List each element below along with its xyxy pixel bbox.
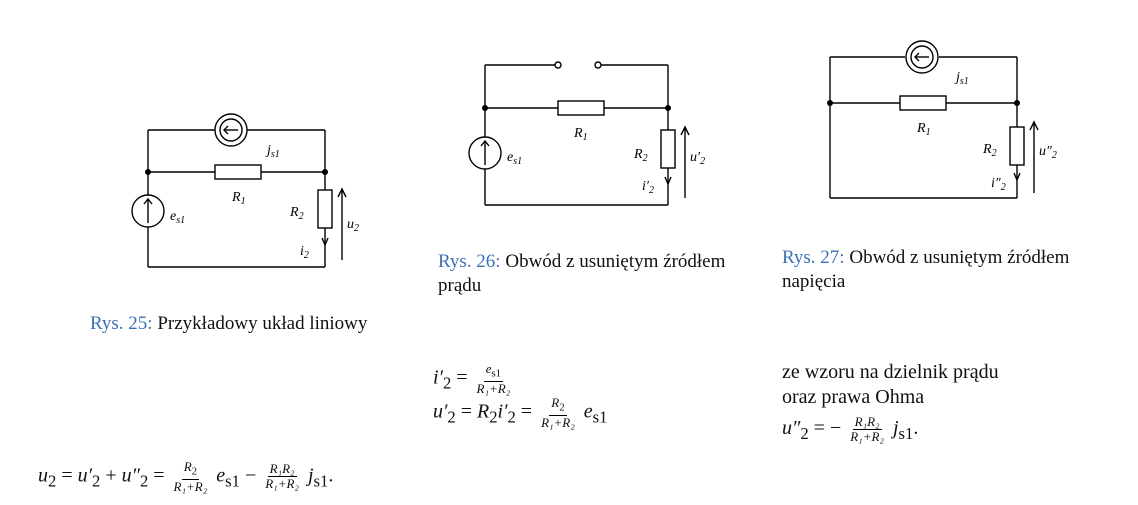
- fraction: R₁R₂ R₁+R₂: [850, 414, 884, 444]
- equation-u2-prime: u′2 = R2i′2 = R2 R₁+R₂ es1: [433, 395, 608, 430]
- caption-label: Rys. 25:: [90, 313, 153, 334]
- caption-figure-25: Rys. 25: Przykładowy układ liniowy: [90, 312, 380, 336]
- label-r1: R1: [916, 121, 931, 138]
- caption-figure-26: Rys. 26: Obwód z usuniętym źródłem prądu: [438, 250, 738, 298]
- circuit-figure-27: js1 R1 R2 u″2 i″2: [827, 40, 1057, 199]
- resistor-r2: [317, 189, 333, 229]
- caption-figure-27: Rys. 27: Obwód z usuniętym źródłem napię…: [782, 246, 1092, 294]
- resistor-r1: [214, 164, 262, 180]
- resistor-r2: [660, 129, 676, 169]
- label-u2p: u′2: [690, 150, 705, 167]
- voltage-source-es1: [468, 136, 502, 170]
- equation-u2-superposition: u2 = u′2 + u″2 = R2 R₁+R₂ es1 − R₁R₂ R₁+…: [38, 459, 334, 494]
- text-ohms-law: oraz prawa Ohma: [782, 386, 925, 408]
- fraction: R2 R₁+R₂: [173, 459, 208, 494]
- label-r1: R1: [573, 126, 588, 143]
- label-es1: es1: [507, 150, 522, 167]
- label-r2: R2: [982, 142, 997, 159]
- resistor-r1: [899, 95, 947, 111]
- fraction: R₁R₂ R₁+R₂: [265, 461, 299, 492]
- label-r1: R1: [231, 190, 246, 207]
- circuit-figure-26: R1 R2 es1 u′2 i′2: [468, 61, 705, 206]
- caption-label: Rys. 26:: [438, 251, 501, 272]
- voltage-source-es1: [131, 194, 165, 228]
- label-r2: R2: [633, 147, 648, 164]
- fraction: R2 R₁+R₂: [541, 395, 575, 430]
- caption-label: Rys. 27:: [782, 247, 845, 268]
- circuit-figure-25: js1 R1 R2 es1 u2 i2: [131, 113, 359, 268]
- caption-text: Przykładowy układ liniowy: [157, 313, 368, 334]
- equation-i2-prime: i′2 = es1 R₁+R₂: [433, 361, 511, 396]
- resistor-r2: [1009, 126, 1025, 166]
- fraction: es1 R₁+R₂: [476, 361, 511, 396]
- label-js1: js1: [954, 70, 969, 87]
- label-u2: u2: [347, 217, 359, 234]
- text-current-divider: ze wzoru na dzielnik prądu: [782, 361, 999, 383]
- current-source-js1: [214, 113, 248, 147]
- current-source-js1: [905, 40, 939, 74]
- label-i2: i2: [300, 244, 309, 261]
- caption-text: Obwód z usuniętym źródłem napięcia: [782, 247, 1070, 292]
- resistor-r1: [557, 100, 605, 116]
- label-r2: R2: [289, 205, 304, 222]
- caption-text: Obwód z usuniętym źródłem prądu: [438, 251, 726, 296]
- label-u2pp: u″2: [1039, 144, 1057, 161]
- label-i2p: i′2: [642, 179, 654, 196]
- label-js1: js1: [265, 143, 280, 160]
- label-i2pp: i″2: [991, 176, 1006, 193]
- equation-u2-double-prime: u″2 = − R₁R₂ R₁+R₂ js1.: [782, 414, 919, 444]
- label-es1: es1: [170, 209, 185, 226]
